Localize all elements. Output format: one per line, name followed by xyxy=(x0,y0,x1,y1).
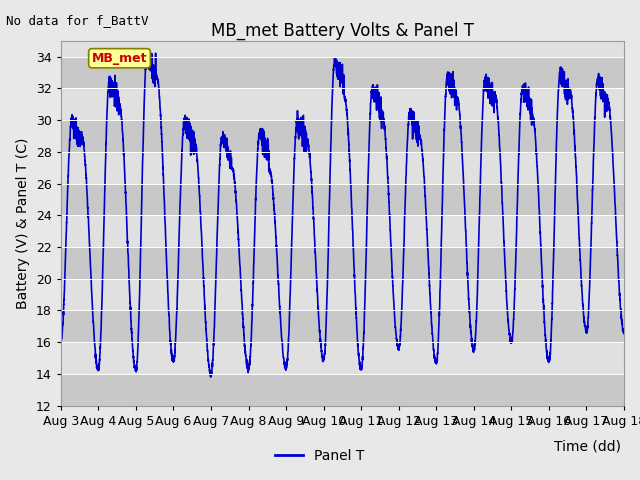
Y-axis label: Battery (V) & Panel T (C): Battery (V) & Panel T (C) xyxy=(17,137,30,309)
Bar xyxy=(61,247,624,279)
Text: Time (dd): Time (dd) xyxy=(554,439,621,453)
Title: MB_met Battery Volts & Panel T: MB_met Battery Volts & Panel T xyxy=(211,21,474,39)
Legend: Panel T: Panel T xyxy=(270,443,370,468)
Bar xyxy=(61,374,624,406)
Bar xyxy=(61,57,624,88)
Text: No data for f_BattV: No data for f_BattV xyxy=(6,14,149,27)
Text: MB_met: MB_met xyxy=(92,52,147,65)
Bar xyxy=(61,183,624,215)
Bar xyxy=(61,311,624,342)
Bar xyxy=(61,120,624,152)
